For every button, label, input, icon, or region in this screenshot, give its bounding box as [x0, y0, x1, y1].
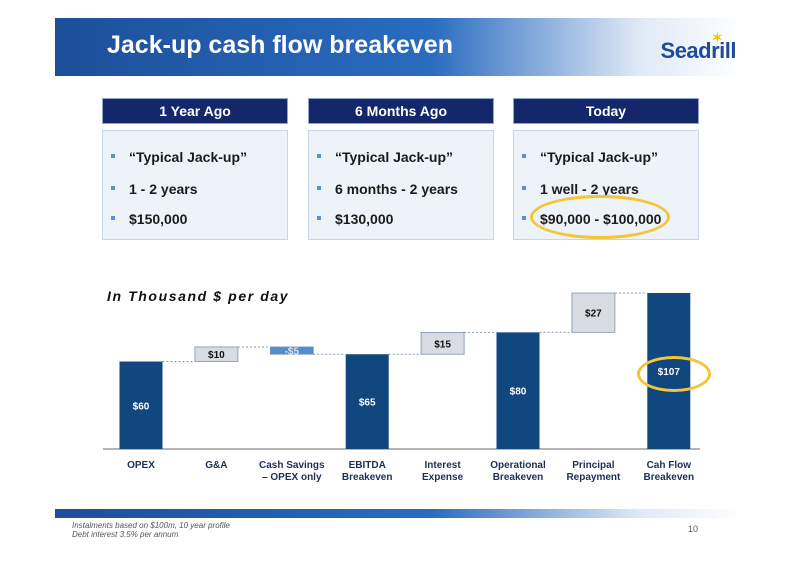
- data-label: $27: [585, 309, 602, 320]
- category-label: Operational: [490, 460, 546, 471]
- column-heading: 1 Year Ago: [102, 98, 288, 124]
- bar: [571, 292, 616, 333]
- category-label: EBITDA: [349, 460, 386, 471]
- bullet-item: $130,000: [317, 211, 393, 227]
- bar: [119, 361, 163, 449]
- bullet-icon: [522, 216, 526, 221]
- bullet-icon: [111, 216, 115, 221]
- bullet-item: “Typical Jack-up”: [111, 149, 247, 165]
- page-number: 10: [688, 524, 699, 534]
- highlight-ellipse-today: [530, 195, 670, 239]
- column-heading: 6 Months Ago: [308, 98, 494, 124]
- column-heading: Today: [513, 98, 699, 124]
- category-label: – OPEX only: [262, 472, 322, 483]
- category-label: Breakeven: [342, 472, 393, 483]
- data-label: $10: [208, 350, 225, 361]
- bullet-item: “Typical Jack-up”: [522, 149, 658, 165]
- bar: [420, 331, 465, 355]
- column-1-year-ago: 1 Year Ago “Typical Jack-up” 1 - 2 years…: [102, 98, 288, 240]
- data-label: $65: [359, 398, 376, 409]
- data-label: $80: [510, 387, 527, 398]
- bullet-icon: [317, 154, 321, 159]
- bar: [496, 332, 540, 449]
- bullet-icon: [317, 216, 321, 221]
- category-label: Expense: [422, 472, 464, 483]
- page-title: Jack-up cash flow breakeven: [107, 31, 453, 59]
- bullet-item: 6 months - 2 years: [317, 181, 458, 197]
- seadrill-logo: ✶ Seadrill: [646, 30, 737, 64]
- category-label: Cash Savings: [259, 460, 325, 471]
- bullet-item: “Typical Jack-up”: [317, 149, 453, 165]
- column-box: “Typical Jack-up” 6 months - 2 years $13…: [308, 130, 494, 240]
- bullet-item: 1 well - 2 years: [522, 181, 639, 197]
- bullet-icon: [522, 154, 526, 159]
- header-bar: Jack-up cash flow breakeven ✶ Seadrill: [55, 18, 742, 76]
- footer-bar: [55, 509, 742, 518]
- star-icon: ✶: [710, 30, 724, 47]
- column-box: “Typical Jack-up” 1 - 2 years $150,000: [102, 130, 288, 240]
- chart-title: In Thousand $ per day: [107, 288, 290, 304]
- category-label: Breakeven: [644, 472, 695, 483]
- highlight-ellipse-cash-flow: [637, 356, 711, 392]
- bullet-item: 1 - 2 years: [111, 181, 198, 197]
- data-label: $60: [133, 401, 150, 412]
- data-label: -$5: [285, 347, 300, 358]
- category-label: Breakeven: [493, 472, 544, 483]
- bullet-icon: [111, 154, 115, 159]
- footnote: Instalments based on $100m, 10 year prof…: [72, 521, 230, 530]
- category-label: OPEX: [127, 460, 155, 471]
- category-label: G&A: [205, 460, 227, 471]
- bullet-icon: [317, 186, 321, 191]
- data-label: $15: [434, 339, 451, 350]
- category-label: Interest: [425, 460, 462, 471]
- bullet-icon: [111, 186, 115, 191]
- column-6-months-ago: 6 Months Ago “Typical Jack-up” 6 months …: [308, 98, 494, 240]
- category-label: Cah Flow: [647, 460, 692, 471]
- bar: [194, 346, 239, 362]
- bar: [269, 346, 314, 355]
- bullet-icon: [522, 186, 526, 191]
- bar: [345, 354, 389, 449]
- bullet-item: $150,000: [111, 211, 187, 227]
- category-label: Principal: [572, 460, 614, 471]
- footnote: Debt interest 3.5% per annum: [72, 530, 179, 539]
- logo-text: Seadrill: [660, 38, 737, 63]
- category-label: Repayment: [566, 472, 621, 483]
